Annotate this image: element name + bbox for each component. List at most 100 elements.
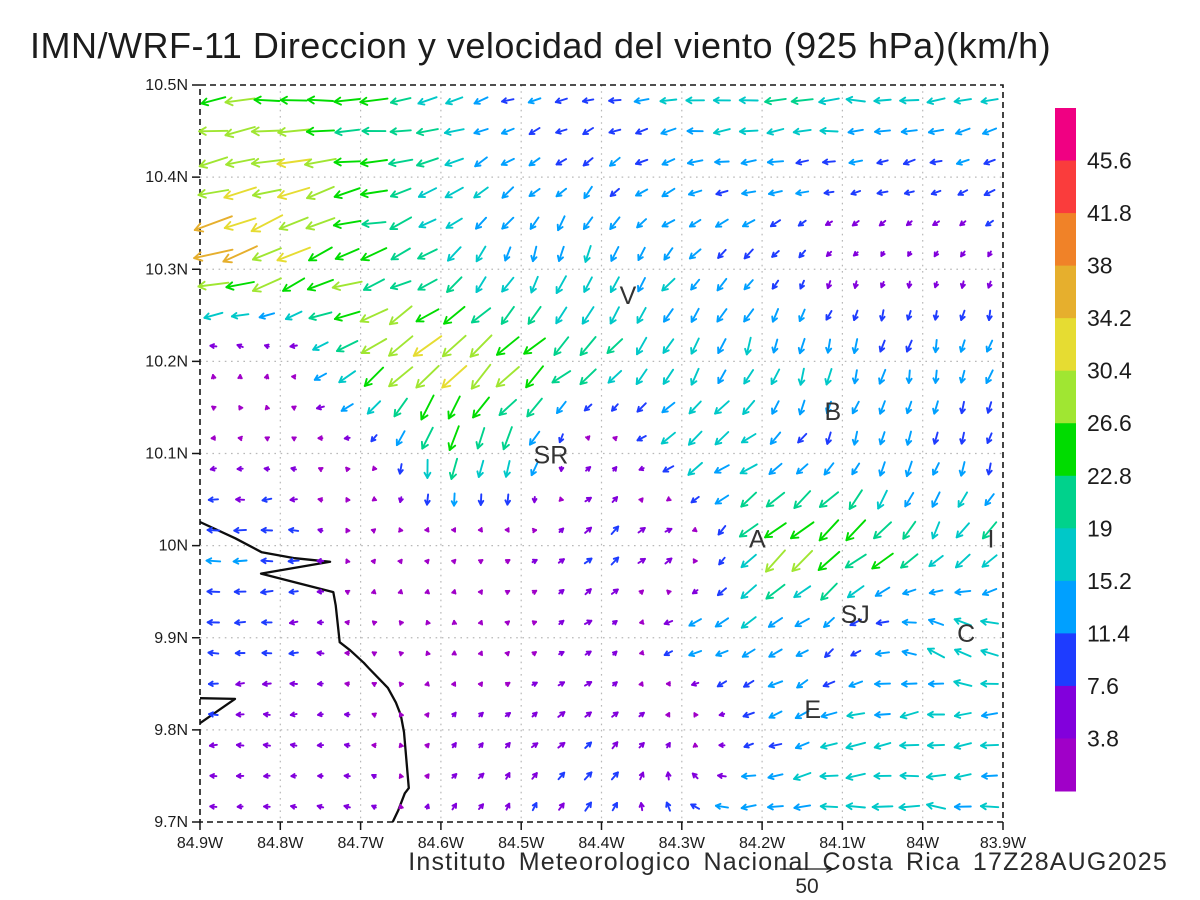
wind-arrow-shaft [901,621,917,624]
wind-arrow-head [289,343,295,348]
wind-arrow-head [765,596,774,600]
wind-arrow-head [308,312,316,320]
wind-arrow-shaft [527,97,542,104]
wind-arrow-head [819,772,827,778]
wind-arrow-head [793,773,799,780]
wind-arrow-shaft [448,425,460,451]
wind-arrow-shaft [848,489,863,510]
wind-arrow-head [561,527,565,534]
wind-arrow-head [873,742,880,749]
wind-arrow-head [417,283,423,291]
wind-arrow-shaft [636,336,648,356]
wind-arrow-head [417,190,424,198]
wind-arrow-head [223,227,234,231]
gridline-layer [200,85,1003,822]
wind-arrow-head [793,500,797,509]
wind-arrow-head [304,163,314,169]
wind-arrow-shaft [557,215,566,232]
wind-arrow-shaft [690,367,700,386]
wind-arrow-shaft [469,334,493,358]
wind-arrow-shaft [475,276,487,293]
wind-arrow-shaft [222,245,258,263]
wind-arrow-head [716,315,719,323]
wind-arrow-shaft [475,216,488,230]
y-axis-tick-label: 10.4N [145,169,188,186]
wind-arrow-head [238,405,244,409]
wind-arrow-head [615,588,619,595]
wind-arrow-head [344,619,350,624]
wind-arrow-shaft [388,158,414,165]
wind-arrow-shaft [822,160,836,164]
wind-arrow-shaft [717,338,727,354]
wind-arrow-shaft [359,308,389,323]
wind-arrow-head [506,620,510,626]
wind-arrow-head [848,158,855,164]
wind-arrow-head [447,253,451,262]
wind-arrow-head [415,314,422,323]
wind-arrow-shaft [389,129,412,133]
wind-arrow-shaft [826,400,832,415]
wind-arrow-head [289,619,295,625]
wind-arrow-head [333,96,342,103]
wind-arrow-head [927,710,934,716]
wind-arrow-shaft [904,491,915,508]
wind-arrow-shaft [415,308,440,323]
city-label: V [620,282,637,310]
wind-arrow-shaft [933,431,939,445]
wind-arrow-head [845,742,852,749]
wind-arrow-head [876,158,882,165]
wind-arrow-shaft [609,156,621,167]
wind-arrow-head [583,255,587,263]
wind-arrow-shaft [955,553,971,569]
wind-arrow-head [986,314,990,321]
wind-arrow-head [208,742,215,747]
wind-arrow-shaft [336,340,359,352]
wind-arrow-shaft [500,157,515,166]
wind-arrow-head [475,441,479,450]
y-axis-tick-label: 10.5N [145,77,188,94]
wind-arrow-shaft [899,99,920,102]
wind-arrow-head [690,377,693,386]
wind-arrow-head [359,162,369,168]
wind-arrow-head [263,466,270,470]
wind-arrow-shaft [555,187,568,198]
wind-arrow-head [953,679,961,683]
wind-arrow-head [334,257,344,261]
wind-arrow-head [878,407,882,415]
wind-arrow-shaft [927,743,946,747]
wind-arrow-head [426,650,431,655]
wind-arrow-head [197,280,206,288]
wind-arrow-head [901,649,909,653]
wind-arrow-shaft [982,588,998,596]
wind-arrow-head [636,435,641,442]
wind-arrow-head [927,741,934,747]
wind-arrow-head [363,378,368,387]
colorbar-segment [1055,265,1076,319]
wind-arrow-head [663,315,666,323]
y-axis-tick-label: 9.7N [154,814,188,831]
wind-arrow-head [304,158,313,166]
wind-arrow-head [691,529,698,533]
wind-arrow-shaft [203,311,224,319]
wind-arrow-shaft [366,400,382,415]
wind-arrow-head [641,742,645,748]
colorbar-segment [1055,580,1076,634]
wind-arrow-head [871,561,877,570]
wind-arrow-head [845,95,854,101]
wind-arrow-shaft [224,126,256,137]
wind-arrow-head [792,127,800,134]
wind-arrow-shaft [661,158,676,166]
wind-arrow-head [898,803,906,809]
wind-arrow-shaft [899,774,920,778]
wind-arrow-head [716,589,721,597]
wind-arrow-head [262,680,268,686]
wind-arrow-head [370,436,374,443]
wind-arrow-shaft [847,128,864,134]
wind-arrow-head [642,771,645,778]
colorbar-segment [1055,475,1076,529]
wind-arrow-head [794,712,800,719]
wind-arrow-shaft [906,400,913,415]
wind-arrow-head [953,711,961,717]
wind-arrow-shaft [527,305,542,325]
wind-arrow-head [317,773,323,777]
